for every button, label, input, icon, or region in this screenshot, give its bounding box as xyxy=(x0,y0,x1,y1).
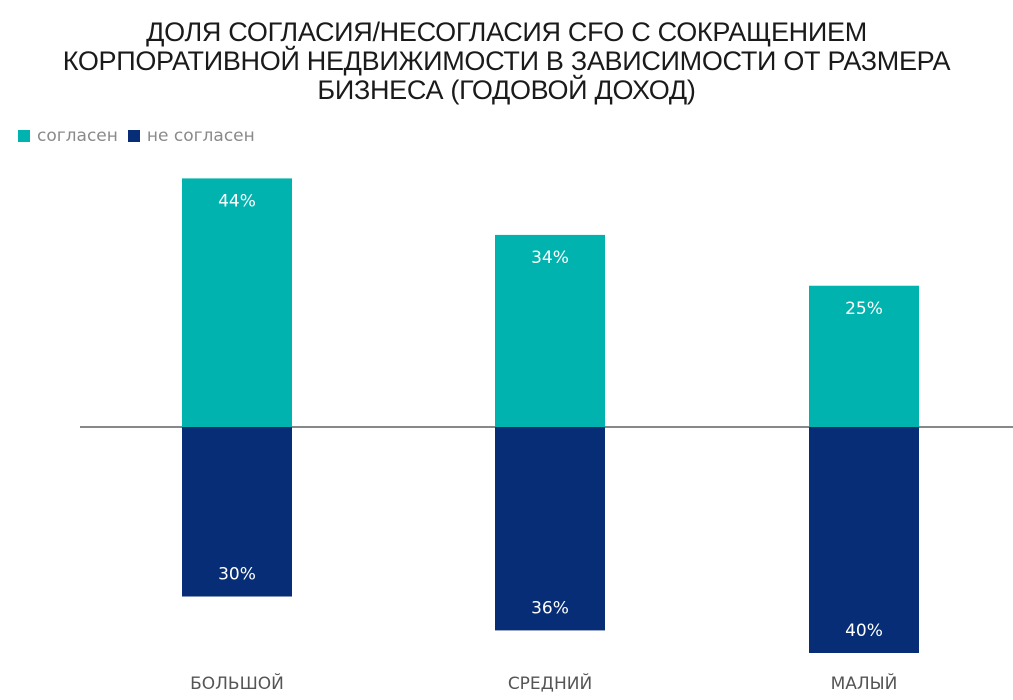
bar-disagree-2 xyxy=(809,427,919,653)
legend: согласен не согласен xyxy=(18,126,265,146)
legend-swatch-disagree xyxy=(127,130,140,142)
legend-item-disagree: не согласен xyxy=(127,126,255,146)
data-label-disagree-1: 36% xyxy=(531,598,569,618)
bar-agree-2 xyxy=(809,285,919,427)
category-label-1: СРЕДНИЙ xyxy=(508,672,592,694)
bar-agree-0 xyxy=(182,178,292,427)
data-label-disagree-0: 30% xyxy=(218,565,256,585)
data-label-agree-2: 25% xyxy=(845,299,883,319)
legend-swatch-agree xyxy=(18,130,30,142)
category-label-0: БОЛЬШОЙ xyxy=(190,672,284,694)
bar-disagree-0 xyxy=(182,427,292,597)
data-label-agree-1: 34% xyxy=(531,248,569,268)
legend-label-disagree: не согласен xyxy=(146,126,255,146)
bar-disagree-1 xyxy=(495,427,605,631)
bar-agree-1 xyxy=(495,234,605,427)
legend-label-agree: согласен xyxy=(37,126,118,146)
chart-title: ДОЛЯ СОГЛАСИЯ/НЕСОГЛАСИЯ CFO С СОКРАЩЕНИ… xyxy=(62,17,951,105)
category-label-2: МАЛЫЙ xyxy=(831,672,898,694)
data-label-agree-0: 44% xyxy=(218,191,256,211)
legend-item-agree: согласен xyxy=(18,126,118,146)
data-label-disagree-2: 40% xyxy=(845,621,883,641)
